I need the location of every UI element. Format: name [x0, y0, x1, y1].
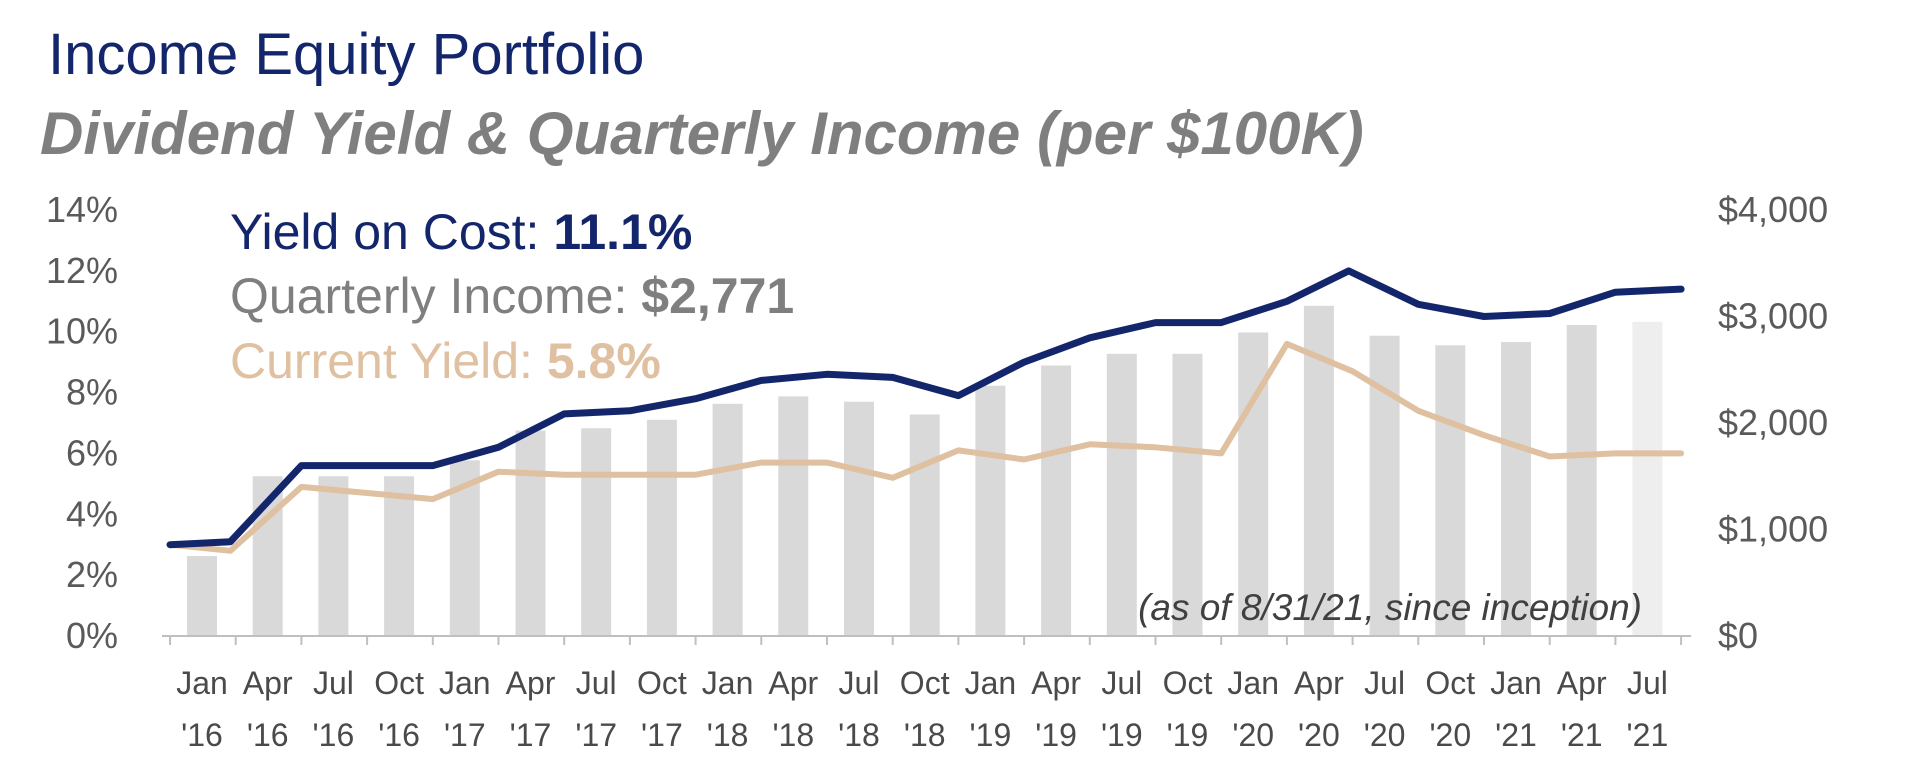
x-tick-year-19: '20	[1429, 717, 1471, 753]
x-tick-year-7: '17	[641, 717, 683, 753]
right-tick-label-0: $0	[1718, 615, 1758, 656]
legend-quarterly-income-value: $2,771	[641, 268, 794, 324]
income-bar-11	[909, 414, 940, 636]
legend-yield-on-cost-value: 11.1%	[553, 204, 692, 260]
income-bar-5	[515, 430, 546, 636]
chart-subtitle: Dividend Yield & Quarterly Income (per $…	[40, 100, 1364, 167]
legend-current-yield: Current Yield: 5.8%	[230, 333, 661, 389]
x-tick-year-11: '18	[904, 717, 946, 753]
lines-group	[166, 267, 1685, 554]
x-tick-month-8: Jan	[702, 665, 754, 701]
income-bar-22	[1632, 321, 1663, 636]
x-tick-year-4: '17	[444, 717, 486, 753]
legend-current-yield-label: Current Yield:	[230, 333, 547, 389]
income-bar-21	[1566, 325, 1597, 636]
x-tick-month-14: Jul	[1101, 665, 1142, 701]
current-yield-line	[167, 340, 1685, 554]
x-tick-month-17: Apr	[1294, 665, 1344, 701]
page-title: Income Equity Portfolio	[48, 22, 645, 87]
x-axis	[162, 635, 1692, 645]
right-tick-label-4: $4,000	[1718, 189, 1828, 230]
x-tick-year-14: '19	[1101, 717, 1143, 753]
left-tick-label-3: 6%	[66, 432, 118, 473]
x-tick-month-20: Jan	[1490, 665, 1542, 701]
x-tick-year-21: '21	[1561, 717, 1603, 753]
x-tick-month-4: Jan	[439, 665, 491, 701]
x-tick-year-2: '16	[313, 717, 355, 753]
income-bar-20	[1501, 342, 1531, 636]
x-tick-month-2: Jul	[313, 665, 354, 701]
income-bar-2	[318, 476, 349, 637]
income-bar-14	[1106, 353, 1137, 636]
x-tick-month-11: Oct	[900, 665, 950, 701]
x-tick-year-13: '19	[1035, 717, 1077, 753]
income-bar-3	[384, 476, 415, 637]
income-bar-7	[646, 419, 677, 636]
x-tick-year-6: '17	[575, 717, 617, 753]
income-bar-19	[1435, 345, 1466, 636]
x-tick-year-5: '17	[510, 717, 552, 753]
legend-yield-on-cost: Yield on Cost: 11.1%	[230, 204, 692, 260]
left-tick-label-4: 8%	[66, 372, 118, 413]
x-tick-year-0: '16	[181, 717, 223, 753]
left-tick-label-1: 2%	[66, 554, 118, 595]
x-tick-year-20: '21	[1495, 717, 1537, 753]
right-tick-label-2: $2,000	[1718, 402, 1828, 443]
x-tick-month-16: Jan	[1227, 665, 1279, 701]
right-tick-label-3: $3,000	[1718, 296, 1828, 337]
x-tick-year-1: '16	[247, 717, 289, 753]
x-tick-month-21: Apr	[1557, 665, 1607, 701]
x-tick-month-12: Jan	[965, 665, 1017, 701]
right-tick-label-1: $1,000	[1718, 509, 1828, 550]
income-bar-9	[778, 396, 809, 636]
x-tick-year-15: '19	[1167, 717, 1209, 753]
x-tick-month-5: Apr	[506, 665, 556, 701]
x-tick-month-7: Oct	[637, 665, 687, 701]
x-tick-month-3: Oct	[374, 665, 424, 701]
x-tick-month-10: Jul	[839, 665, 880, 701]
x-tick-month-6: Jul	[576, 665, 617, 701]
income-bar-13	[1041, 365, 1072, 636]
x-tick-year-10: '18	[838, 717, 880, 753]
income-bar-10	[844, 401, 874, 636]
x-tick-year-3: '16	[378, 717, 420, 753]
income-bar-12	[975, 385, 1006, 636]
legend-current-yield-value: 5.8%	[547, 333, 661, 389]
left-tick-label-0: 0%	[66, 615, 118, 656]
legend-quarterly-income-label: Quarterly Income:	[230, 268, 641, 324]
x-tick-month-22: Jul	[1627, 665, 1668, 701]
x-tick-month-1: Apr	[243, 665, 293, 701]
x-tick-year-16: '20	[1232, 717, 1274, 753]
legend-yield-on-cost-label: Yield on Cost:	[230, 204, 553, 260]
income-bar-15	[1172, 353, 1203, 636]
x-tick-month-0: Jan	[176, 665, 228, 701]
income-bar-0	[187, 556, 217, 636]
income-bar-8	[712, 403, 743, 636]
left-tick-label-5: 10%	[46, 311, 118, 352]
x-tick-year-9: '18	[772, 717, 814, 753]
x-tick-month-9: Apr	[768, 665, 818, 701]
left-tick-label-7: 14%	[46, 189, 118, 230]
x-tick-month-19: Oct	[1425, 665, 1475, 701]
x-tick-year-8: '18	[707, 717, 749, 753]
income-bar-6	[581, 428, 612, 636]
x-tick-year-22: '21	[1627, 717, 1669, 753]
right-axis: $0 $1,000 $2,000 $3,000 $4,000	[1718, 189, 1828, 656]
left-tick-label-6: 12%	[46, 250, 118, 291]
x-tick-year-12: '19	[970, 717, 1012, 753]
x-tick-month-18: Jul	[1364, 665, 1405, 701]
x-tick-year-17: '20	[1298, 717, 1340, 753]
yield-on-cost-line	[166, 267, 1685, 549]
left-tick-label-2: 4%	[66, 493, 118, 534]
x-tick-month-13: Apr	[1031, 665, 1081, 701]
x-tick-month-15: Oct	[1163, 665, 1213, 701]
left-axis: 0% 2% 4% 6% 8% 10% 12% 14%	[46, 189, 118, 656]
x-tick-labels: Jan '16 Apr '16 Jul '16 Oct '16 Jan '17 Apr '17 Jul '…	[176, 665, 1668, 753]
as-of-annotation: (as of 8/31/21, since inception)	[1138, 587, 1642, 628]
legend-quarterly-income: Quarterly Income: $2,771	[230, 268, 794, 324]
x-tick-year-18: '20	[1364, 717, 1406, 753]
